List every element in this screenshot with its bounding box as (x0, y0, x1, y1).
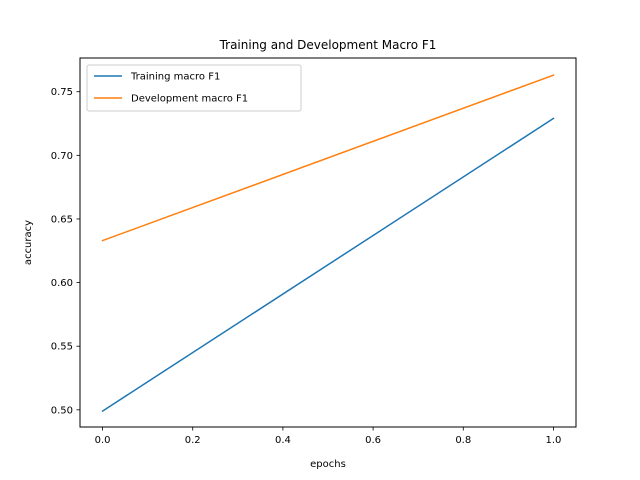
legend-box (86, 64, 302, 112)
y-tick-label: 0.75 (51, 87, 73, 98)
series-line-training (101, 117, 555, 413)
series-line-development (101, 74, 555, 242)
y-tick-label: 0.70 (51, 151, 73, 162)
x-tick-label: 0.6 (365, 435, 381, 446)
y-tick-label: 0.65 (51, 214, 73, 225)
y-axis-label: accuracy (23, 220, 34, 265)
x-tick-label: 0.2 (185, 435, 201, 446)
x-tick-label: 0.4 (275, 435, 291, 446)
x-tick-label: 0.8 (455, 435, 471, 446)
plot-frame (79, 57, 577, 428)
y-axis: 0.50 0.55 0.60 0.65 0.70 0.75 (51, 87, 80, 416)
legend-label: Training macro F1 (130, 72, 220, 83)
x-tick-label: 1.0 (546, 435, 562, 446)
legend-label: Development macro F1 (131, 94, 248, 105)
legend: Training macro F1 Development macro F1 (86, 64, 302, 112)
x-axis: 0.0 0.2 0.4 0.6 0.8 1.0 (95, 427, 562, 446)
chart-title: Training and Development Macro F1 (219, 38, 437, 52)
y-tick-label: 0.60 (51, 278, 73, 289)
plot-series-group (101, 74, 555, 413)
x-axis-label: epochs (310, 459, 346, 470)
y-tick-label: 0.50 (51, 405, 73, 416)
x-tick-label: 0.0 (95, 435, 111, 446)
y-tick-label: 0.55 (51, 342, 73, 353)
